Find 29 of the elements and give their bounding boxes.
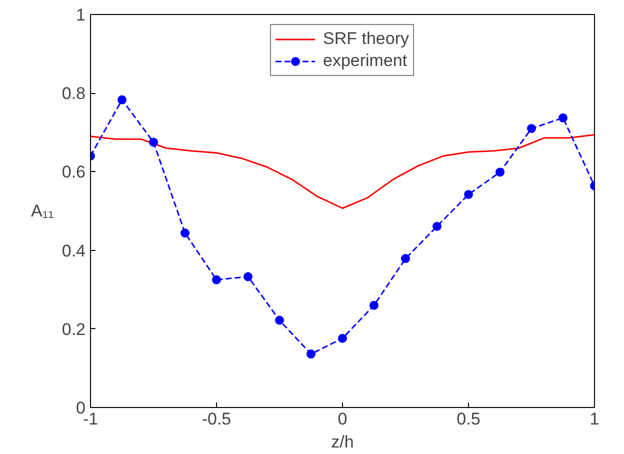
x-tick-label: -0.5 [202,410,232,428]
x-tick-label: 0.5 [456,410,480,428]
point [275,316,284,325]
point [244,272,252,282]
point [432,222,442,231]
y-tick-label: 0.2 [62,320,86,339]
point [558,113,568,122]
y-tick-label: 0.6 [62,162,86,182]
point [401,254,410,264]
legend-label: experiment [323,51,408,71]
point [212,275,221,284]
point [338,334,347,343]
y-tick-label: 0.8 [62,84,86,104]
point [118,95,126,104]
y-tick-label: 1 [76,6,86,24]
y-tick-label: 0.4 [62,241,86,260]
point [149,138,158,147]
point [370,300,378,310]
legend-label: SRF theory [323,29,409,49]
y-axis-title: A₁₁ [31,202,54,220]
point [527,124,536,133]
x-tick-label: 0 [338,410,348,428]
point [306,350,316,359]
x-axis-title: z/h [331,432,354,452]
point [496,168,504,177]
point [464,190,473,199]
line-series [90,134,594,209]
point [180,228,190,238]
x-tick-label: 1 [590,410,600,428]
